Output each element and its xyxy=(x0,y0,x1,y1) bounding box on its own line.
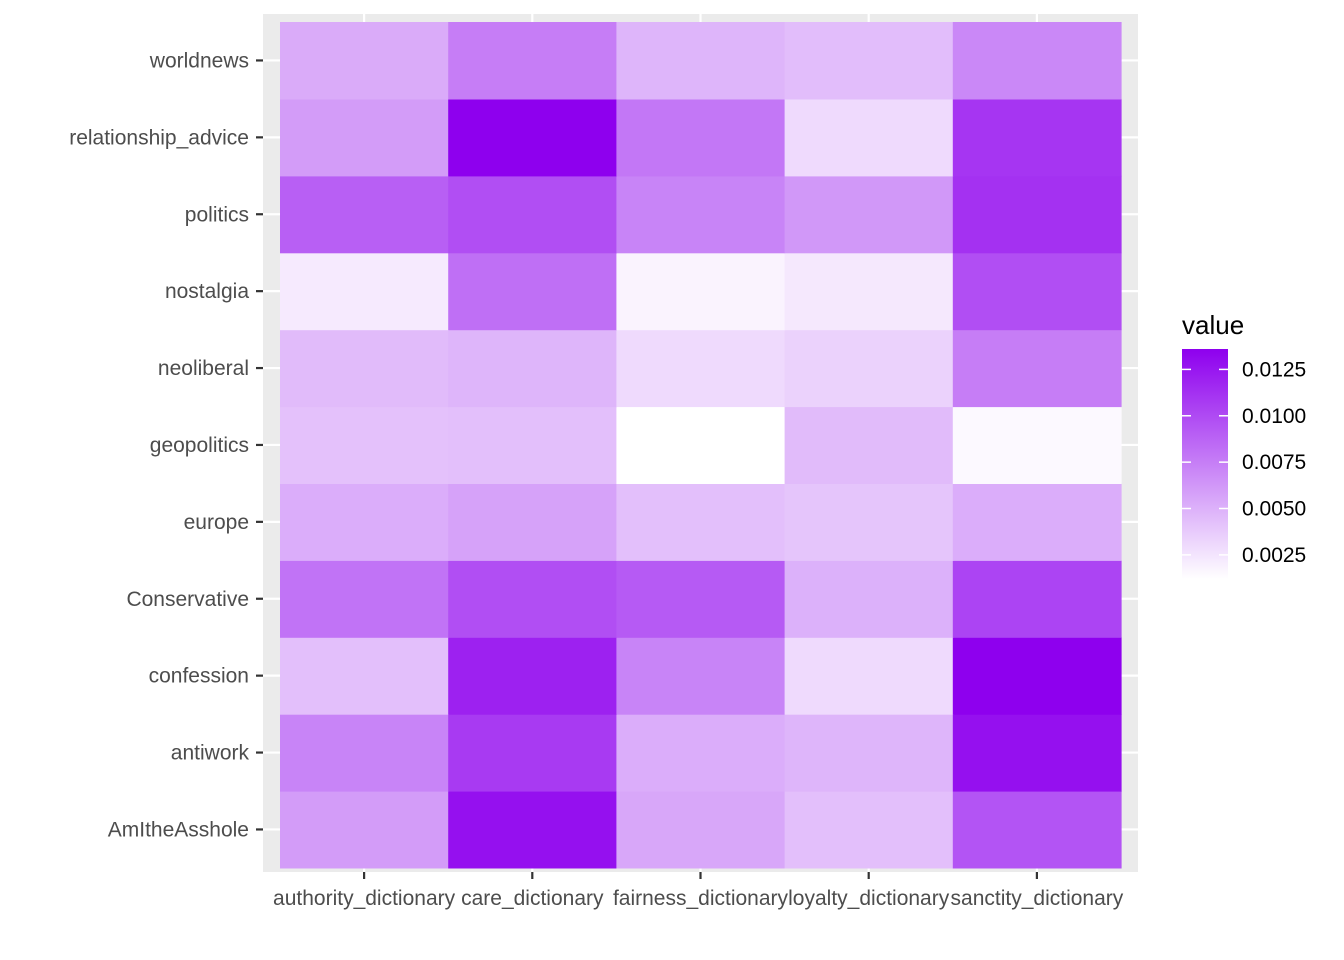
heatmap-cell xyxy=(448,560,617,638)
legend-title: value xyxy=(1182,310,1244,340)
heatmap-cell xyxy=(784,483,954,561)
x-axis: authority_dictionary care_dictionary fairn… xyxy=(273,872,1124,910)
color-legend: value 0.0125 0.0100 0.0075 0.0050 0.0025 xyxy=(1182,310,1306,579)
heatmap-cell xyxy=(280,714,449,792)
heatmap-cell xyxy=(952,714,1122,792)
legend-colorbar xyxy=(1182,349,1228,579)
heatmap-cell xyxy=(952,483,1122,561)
heatmap-cell xyxy=(448,22,617,100)
legend-tick-label: 0.0025 xyxy=(1242,544,1306,567)
heatmap-cell xyxy=(448,714,617,792)
heatmap-cell xyxy=(784,252,954,331)
x-tick-label: fairness_dictionary xyxy=(613,887,789,910)
heatmap-cell xyxy=(952,791,1122,869)
heatmap-cell xyxy=(784,791,954,869)
y-tick-label: nostalgia xyxy=(165,280,249,303)
legend-tick-label: 0.0075 xyxy=(1242,451,1306,474)
heatmap-cell xyxy=(280,406,449,484)
y-tick-label: europe xyxy=(184,511,249,534)
heatmap-cell xyxy=(784,560,954,638)
heatmap-cell xyxy=(952,406,1122,484)
heatmap-cell xyxy=(616,175,786,254)
y-tick-label: relationship_advice xyxy=(69,126,249,149)
heatmap-cell xyxy=(952,175,1122,254)
heatmap-cell xyxy=(448,483,617,561)
heatmap-cell xyxy=(784,637,954,715)
x-tick-label: care_dictionary xyxy=(461,887,604,910)
heatmap-cell xyxy=(448,637,617,715)
heatmap-cell xyxy=(784,329,954,408)
heatmap-cell xyxy=(784,175,954,254)
heatmap-cell xyxy=(280,483,449,561)
heatmap-cell xyxy=(616,22,786,100)
y-tick-label: antiwork xyxy=(171,742,250,765)
legend-ticks: 0.0125 0.0100 0.0075 0.0050 0.0025 xyxy=(1182,358,1306,567)
y-tick-label: confession xyxy=(149,665,249,688)
heatmap-cell xyxy=(616,98,786,177)
heatmap-cell xyxy=(448,98,617,177)
heatmap-cell xyxy=(952,22,1122,100)
heatmap-cell xyxy=(784,22,954,100)
y-axis: AmItheAsshole antiwork confession Conservat… xyxy=(69,49,263,841)
heatmap-cell xyxy=(280,98,449,177)
heatmap-cell xyxy=(952,329,1122,408)
y-tick-label: worldnews xyxy=(149,49,249,72)
heatmap-cells xyxy=(280,22,1122,869)
heatmap-cell xyxy=(280,252,449,331)
y-tick-label: geopolitics xyxy=(150,434,249,457)
heatmap-cell xyxy=(280,329,449,408)
heatmap-cell xyxy=(280,560,449,638)
x-tick-label: loyalty_dictionary xyxy=(788,887,950,910)
x-tick-label: authority_dictionary xyxy=(273,887,456,910)
heatmap-cell xyxy=(616,791,786,869)
heatmap-cell xyxy=(616,483,786,561)
heatmap-cell xyxy=(952,98,1122,177)
y-tick-label: Conservative xyxy=(126,588,249,611)
y-tick-label: politics xyxy=(185,203,249,226)
heatmap-cell xyxy=(784,714,954,792)
heatmap-cell xyxy=(280,175,449,254)
heatmap-cell xyxy=(952,560,1122,638)
heatmap-cell xyxy=(952,252,1122,331)
heatmap-cell xyxy=(448,791,617,869)
y-tick-label: neoliberal xyxy=(158,357,249,380)
heatmap-cell xyxy=(448,175,617,254)
x-tick-label: sanctity_dictionary xyxy=(951,887,1124,910)
heatmap-cell xyxy=(784,406,954,484)
heatmap-cell xyxy=(616,637,786,715)
legend-tick-label: 0.0100 xyxy=(1242,405,1306,428)
heatmap-cell xyxy=(448,406,617,484)
legend-tick-label: 0.0050 xyxy=(1242,498,1306,521)
y-tick-label: AmItheAsshole xyxy=(108,818,249,841)
heatmap-cell xyxy=(616,252,786,331)
heatmap-cell xyxy=(616,560,786,638)
heatmap-cell xyxy=(952,637,1122,715)
heatmap-cell xyxy=(616,406,786,484)
heatmap-cell xyxy=(616,714,786,792)
heatmap-cell xyxy=(448,329,617,408)
heatmap-cell xyxy=(448,252,617,331)
heatmap-cell xyxy=(280,791,449,869)
heatmap-cell xyxy=(616,329,786,408)
legend-tick-label: 0.0125 xyxy=(1242,358,1306,381)
heatmap-cell xyxy=(280,637,449,715)
heatmap-cell xyxy=(784,98,954,177)
heatmap-cell xyxy=(280,22,449,100)
